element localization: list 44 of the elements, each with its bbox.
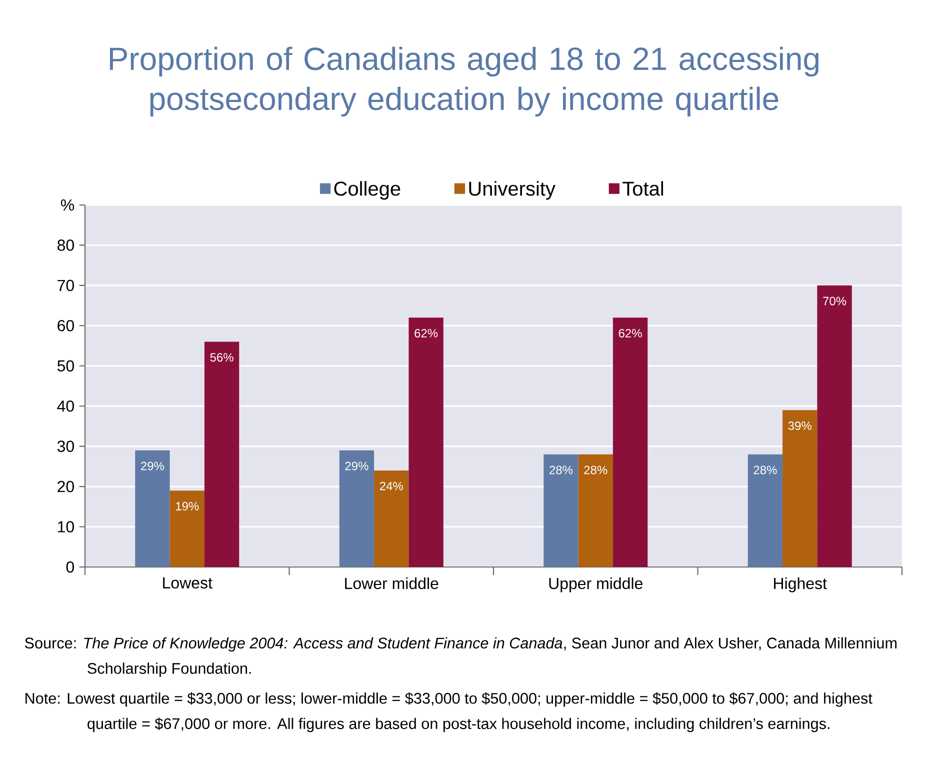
x-tick-label: Upper middle: [549, 577, 642, 592]
text: Note: Lowest quartile = $33,000 or less; lower-middle = $33,000 to $50,000; upper-middle = $50,000 to $67,000; and highest quartile = $67,000 or more. All figures are based on post-tax household income, including children’s earnings.: [26, 692, 872, 732]
y-tick-label: 0: [66, 561, 74, 573]
data-label: 70%: [823, 296, 846, 306]
data-label: 62%: [618, 328, 642, 338]
legend-label: College: [334, 181, 400, 200]
bar: [204, 342, 240, 567]
data-label: 39%: [788, 421, 812, 430]
x-tick-label: Highest: [774, 577, 827, 592]
bar: [544, 454, 578, 567]
bar: [817, 285, 852, 567]
chart-title: Proportion of Canadians aged 18 to 21 accessing postsecondary education by income quartile: [110, 46, 818, 117]
bar: [612, 318, 648, 567]
data-label: 28%: [754, 466, 777, 474]
text: Source: The Price of Knowledge 2004: Access and Student Finance in Canada, Sean Junor and Alex Usher, Canada Millennium Scholarship Foundation.: [24, 637, 896, 677]
y-tick-label: 60: [58, 320, 74, 332]
y-tick-label: 40: [57, 400, 74, 412]
data-label: 62%: [414, 328, 438, 338]
y-tick-label: 30: [57, 440, 74, 452]
bar: [578, 454, 613, 567]
x-tick-label: Lowest: [163, 577, 212, 589]
y-tick-label: 50: [57, 360, 74, 372]
bar: [135, 450, 170, 567]
data-label: 28%: [584, 466, 608, 474]
bar: [170, 490, 204, 567]
legend-label: Total: [622, 181, 664, 196]
bar: [748, 454, 783, 567]
data-label: 19%: [176, 502, 199, 510]
data-label: 29%: [345, 462, 368, 470]
legend-label: University: [469, 181, 556, 200]
x-tick-label: Lower middle: [345, 577, 438, 590]
data-label: 29%: [141, 462, 164, 470]
data-label: 56%: [210, 353, 234, 362]
data-label: 24%: [380, 482, 403, 490]
data-label: 28%: [550, 466, 573, 474]
bar: [782, 410, 818, 567]
y-tick-label: 70: [58, 280, 74, 292]
y-tick-label: 80: [57, 240, 74, 251]
y-tick-label: 20: [58, 480, 74, 492]
bar: [408, 318, 444, 567]
y-tick-label: 10: [58, 521, 74, 532]
bar: [374, 470, 409, 567]
bar: [339, 450, 374, 567]
y-tick-label: %: [60, 199, 74, 211]
